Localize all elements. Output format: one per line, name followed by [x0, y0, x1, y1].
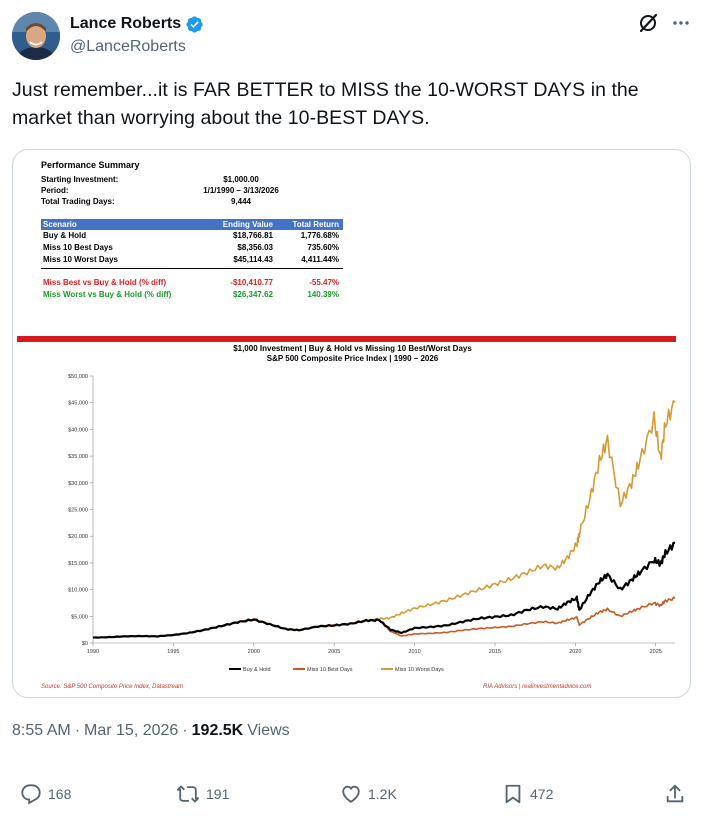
x-tick-label: 2015 — [489, 649, 501, 655]
y-tick-label: $30,000 — [68, 481, 88, 487]
scenario-total: 1,776.68% — [300, 231, 339, 240]
divider-red-bar — [17, 336, 676, 342]
diff-total: -55.47% — [309, 278, 339, 287]
name-row: Lance Roberts — [70, 14, 204, 34]
repost-count: 191 — [206, 786, 230, 802]
y-tick-label: $25,000 — [68, 508, 88, 514]
display-name[interactable]: Lance Roberts — [70, 15, 182, 32]
bookmark-icon — [505, 784, 521, 804]
scenario-name: Miss 10 Worst Days — [43, 255, 118, 264]
scenario-table-header: Scenario Ending Value Total Return — [41, 219, 343, 230]
share-button[interactable] — [664, 780, 686, 808]
tweet-time[interactable]: 8:55 AM — [12, 722, 71, 739]
y-tick-label: $35,000 — [68, 454, 88, 460]
performance-summary-title: Performance Summary — [41, 160, 140, 170]
legend-label-0: Buy & Hold — [243, 667, 271, 673]
tweet-date[interactable]: Mar 15, 2026 — [84, 722, 179, 739]
tweet-media[interactable]: Performance Summary Starting Investment:… — [12, 149, 691, 698]
summary-value: $1,000.00 — [223, 175, 259, 184]
header-scenario: Scenario — [43, 220, 77, 229]
more-icon[interactable] — [670, 12, 692, 34]
scenario-ending: $8,356.03 — [237, 243, 273, 252]
x-tick-label: 2020 — [569, 649, 581, 655]
like-button[interactable]: 1.2K — [340, 780, 397, 808]
scenario-name: Miss 10 Best Days — [43, 243, 113, 252]
diff-name: Miss Best vs Buy & Hold (% diff) — [43, 278, 167, 287]
y-tick-label: $40,000 — [68, 427, 88, 433]
y-tick-label: $15,000 — [68, 561, 88, 567]
grok-icon[interactable] — [637, 12, 659, 34]
reply-button[interactable]: 168 — [20, 780, 71, 808]
summary-row: Period: 1/1/1990 – 3/13/2026 — [41, 186, 361, 196]
summary-label: Starting Investment: — [41, 175, 119, 184]
line-chart: $0 $5,000 $10,000 $15,000 $20,000 $25,000 $30,… — [68, 374, 676, 673]
chart-title: $1,000 Investment | Buy & Hold vs Missin… — [233, 344, 472, 353]
x-tick-label: 2005 — [328, 649, 340, 655]
repost-button[interactable]: 191 — [176, 780, 229, 808]
like-icon — [342, 785, 360, 803]
reply-count: 168 — [48, 786, 72, 802]
diff-ending: $26,347.62 — [232, 290, 273, 299]
x-tick-label: 2010 — [408, 649, 420, 655]
series-line-0 — [92, 541, 676, 639]
y-tick-label: $45,000 — [68, 401, 88, 407]
diff-row: Miss Worst vs Buy & Hold (% diff) $26,34… — [41, 290, 343, 301]
series-line-2 — [92, 399, 676, 639]
timestamp-row: 8:55 AM · Mar 15, 2026 · 192.5K Views — [12, 722, 290, 740]
reply-icon — [21, 784, 41, 805]
chart-source: Source: S&P 500 Composite Price Index, D… — [41, 684, 184, 690]
views-count: 192.5K — [191, 722, 244, 739]
dot-separator: · — [74, 722, 81, 739]
scenario-row: Miss 10 Worst Days $45,114.43 4,411.44% — [41, 255, 343, 266]
summary-value: 9,444 — [230, 197, 252, 206]
y-tick-label: $0 — [82, 641, 88, 647]
header-total-return: Total Return — [292, 220, 339, 229]
dot-separator: · — [182, 722, 188, 739]
repost-icon — [177, 785, 199, 803]
summary-label: Total Trading Days: — [41, 197, 115, 206]
handle[interactable]: @LanceRoberts — [70, 38, 186, 55]
chart-subtitle: S&P 500 Composite Price Index | 1990 – 2… — [266, 354, 439, 363]
scenario-ending: $18,766.81 — [232, 231, 273, 240]
like-count: 1.2K — [368, 786, 397, 802]
legend-label-2: Miss 10 Worst Days — [395, 667, 444, 673]
avatar[interactable] — [12, 12, 60, 60]
x-tick-label: 1990 — [87, 649, 99, 655]
diff-ending: -$10,410.77 — [230, 278, 273, 287]
scenario-total: 735.60% — [307, 243, 339, 252]
diff-name: Miss Worst vs Buy & Hold (% diff) — [43, 290, 172, 299]
scenario-row: Miss 10 Best Days $8,356.03 735.60% — [41, 243, 343, 254]
bookmark-button[interactable]: 472 — [502, 780, 553, 808]
table-divider — [41, 268, 343, 269]
y-tick-label: $5,000 — [71, 614, 88, 620]
summary-label: Period: — [41, 186, 69, 195]
y-tick-label: $10,000 — [68, 588, 88, 594]
diff-total: 140.39% — [307, 290, 339, 299]
scenario-total: 4,411.44% — [301, 255, 339, 264]
header-ending-value: Ending Value — [222, 220, 273, 229]
action-bar: 168 191 1.2K 472 — [12, 780, 694, 808]
avatar-photo-icon — [12, 12, 60, 60]
y-tick-label: $50,000 — [68, 374, 88, 380]
tweet-header: Lance Roberts @LanceRoberts — [12, 10, 694, 62]
scenario-row: Buy & Hold $18,766.81 1,776.68% — [41, 231, 343, 242]
y-tick-label: $20,000 — [68, 534, 88, 540]
tweet-text: Just remember...it is FAR BETTER to MISS… — [12, 79, 639, 129]
x-tick-label: 2025 — [650, 649, 662, 655]
series-line-1 — [92, 596, 676, 639]
share-icon — [666, 784, 684, 803]
scenario-ending: $45,114.43 — [233, 255, 273, 264]
summary-row: Total Trading Days: 9,444 — [41, 197, 361, 207]
x-tick-label: 1995 — [167, 649, 179, 655]
chart-attribution: RIA Advisors | realinvestmentadvice.com — [483, 684, 592, 690]
verified-badge-icon[interactable] — [185, 15, 204, 34]
summary-value: 1/1/1990 – 3/13/2026 — [203, 186, 279, 195]
summary-row: Starting Investment: $1,000.00 — [41, 175, 361, 185]
views-label: Views — [247, 722, 290, 739]
scenario-name: Buy & Hold — [43, 231, 87, 240]
diff-row: Miss Best vs Buy & Hold (% diff) -$10,41… — [41, 278, 343, 289]
x-tick-label: 2000 — [248, 649, 260, 655]
bookmark-count: 472 — [530, 786, 554, 802]
legend-label-1: Miss 10 Best Days — [307, 667, 353, 673]
